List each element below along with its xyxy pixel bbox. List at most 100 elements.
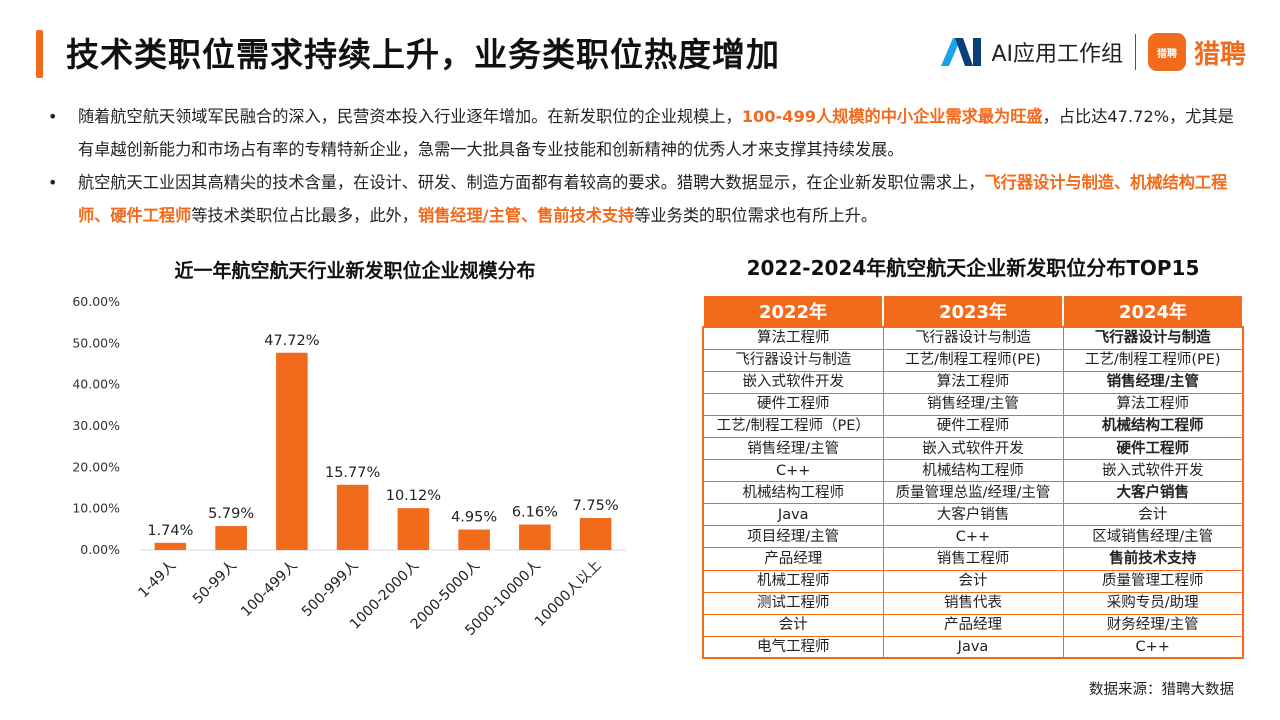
y-tick-label: 10.00% — [72, 501, 120, 516]
table-cell: 机械结构工程师 — [1062, 414, 1244, 438]
logo-area: AI应用工作组 猎聘 猎聘 — [939, 30, 1246, 74]
table-cell: 算法工程师 — [882, 370, 1064, 394]
table-cell: 项目经理/主管 — [702, 525, 884, 549]
bar — [519, 524, 551, 550]
bar-value-label: 6.16% — [512, 505, 558, 521]
ai-group-logo: AI应用工作组 — [939, 36, 1123, 68]
table-cell: 飞行器设计与制造 — [702, 348, 884, 372]
table-cell: 质量管理总监/经理/主管 — [882, 481, 1064, 505]
table-row: 飞行器设计与制造 工艺/制程工程师(PE) 工艺/制程工程师(PE) — [702, 348, 1244, 372]
table-body: 算法工程师 飞行器设计与制造 飞行器设计与制造 飞行器设计与制造 工艺/制程工程师(PE… — [702, 326, 1244, 659]
table-cell: 会计 — [882, 569, 1064, 593]
table-row: 嵌入式软件开发 算法工程师 销售经理/主管 — [702, 370, 1244, 394]
table-cell: 工艺/制程工程师（PE） — [702, 414, 884, 438]
table-title: 2022-2024年航空航天企业新发职位分布TOP15 — [746, 256, 1200, 280]
table-row: 产品经理 销售工程师 售前技术支持 — [702, 547, 1244, 571]
table-row: C++ 机械结构工程师 嵌入式软件开发 — [702, 459, 1244, 483]
bar-value-label: 10.12% — [386, 488, 441, 504]
table-cell: 算法工程师 — [702, 326, 884, 350]
bar — [579, 517, 612, 550]
table-header-2023: 2023年 — [882, 294, 1064, 328]
table-cell: 会计 — [1062, 503, 1244, 527]
bar-value-label: 47.72% — [264, 333, 319, 349]
table-cell: Java — [882, 635, 1064, 659]
table-header-row: 2022年 2023年 2024年 — [702, 294, 1244, 328]
bullet-1-highlight: 100-499人规模的中小企业需求最为旺盛 — [741, 107, 1043, 126]
table-cell: 销售代表 — [882, 591, 1064, 615]
ai-logo-icon — [941, 38, 982, 66]
table-row: 机械工程师 会计 质量管理工程师 — [702, 569, 1244, 593]
x-tick-label: 1-49人 — [136, 558, 180, 602]
bullet-1-text: 随着航空航天领域军民融合的深入，民营资本投入行业逐年增加。在新发职位的企业规模上… — [78, 107, 742, 126]
table-cell: 飞行器设计与制造 — [1062, 326, 1244, 350]
bullet-1-text-2: ，占比达47.72%，尤其是有卓越创新能力和市场占有率的专精特新企业，急需一大批… — [78, 107, 1234, 159]
bullet-list: • 随着航空航天领域军民融合的深入，民营资本投入行业逐年增加。在新发职位的企业规… — [48, 100, 1248, 232]
bar-value-label: 4.95% — [451, 510, 497, 526]
table-cell: C++ — [702, 459, 884, 483]
table-cell: C++ — [882, 525, 1064, 549]
table-cell: 电气工程师 — [702, 635, 884, 659]
x-tick-label: 500-999人 — [299, 558, 362, 621]
table-cell: 采购专员/助理 — [1062, 591, 1244, 615]
table-row: 测试工程师 销售代表 采购专员/助理 — [702, 591, 1244, 615]
table-cell: 工艺/制程工程师(PE) — [882, 348, 1064, 372]
table-cell: 嵌入式软件开发 — [702, 370, 884, 394]
y-tick-label: 40.00% — [72, 377, 120, 392]
table-row: 硬件工程师 销售经理/主管 算法工程师 — [702, 392, 1244, 416]
liepin-name: 猎聘 — [1193, 39, 1246, 70]
y-tick-label: 60.00% — [72, 294, 120, 309]
bar-chart: 0.00% 10.00% 20.00% 30.00% 40.00% 50.00% 60.00… — [72, 294, 626, 639]
bullet-2-text-2: 等技术类职位占比最多，此外， — [191, 206, 418, 225]
y-tick-label: 0.00% — [80, 542, 120, 557]
table-cell: 售前技术支持 — [1062, 547, 1244, 571]
bar — [154, 542, 187, 550]
ai-group-name: AI应用工作组 — [991, 42, 1123, 67]
top15-table: 2022年 2023年 2024年 算法工程师 飞行器设计与制造 飞行器设计与制造飞… — [702, 294, 1244, 660]
title-accent-bar — [36, 30, 43, 78]
chart-title: 近一年航空航天行业新发职位企业规模分布 — [174, 260, 536, 282]
table-cell: 质量管理工程师 — [1062, 569, 1244, 593]
table-cell: 会计 — [702, 613, 884, 637]
table-row: 算法工程师 飞行器设计与制造 飞行器设计与制造 — [702, 326, 1244, 350]
table-cell: 硬件工程师 — [882, 414, 1064, 438]
table-cell: 财务经理/主管 — [1062, 613, 1244, 637]
data-source: 数据来源：猎聘大数据 — [1089, 682, 1234, 698]
table-header-2024: 2024年 — [1062, 294, 1244, 328]
y-tick-label: 50.00% — [72, 335, 120, 350]
table-row: 机械结构工程师 质量管理总监/经理/主管 大客户销售 — [702, 481, 1244, 505]
table-cell: 销售经理/主管 — [1062, 370, 1244, 394]
bar — [276, 352, 308, 550]
table-cell: 飞行器设计与制造 — [882, 326, 1064, 350]
bullet-2-highlight-1: 飞行器设计与制造、机械结构工程师、硬件工程师 — [78, 173, 1228, 225]
bar — [397, 508, 430, 550]
table-row: 电气工程师 Java C++ — [702, 635, 1244, 659]
bar — [215, 526, 247, 550]
bullet-2-text: 航空航天工业因其高精尖的技术含量，在设计、研发、制造方面都有着较高的要求。猎聘大… — [78, 173, 985, 192]
bar-value-label: 5.79% — [208, 506, 254, 522]
bullet-dot-icon: • — [48, 173, 58, 192]
bar-value-label: 15.77% — [325, 465, 380, 481]
table-cell: 测试工程师 — [702, 591, 884, 615]
table-cell: Java — [702, 503, 884, 527]
table-cell: 销售工程师 — [882, 547, 1064, 571]
x-tick-label: 100-499人 — [238, 558, 301, 621]
liepin-badge-text: 猎聘 — [1156, 48, 1177, 60]
table-cell: 产品经理 — [882, 613, 1064, 637]
table-cell: 销售经理/主管 — [882, 392, 1064, 416]
table-cell: 机械工程师 — [702, 569, 884, 593]
table-cell: 嵌入式软件开发 — [1062, 459, 1244, 483]
bar-value-label: 1.74% — [147, 523, 193, 539]
table-cell: 算法工程师 — [1062, 392, 1244, 416]
x-tick-label: 50-99人 — [190, 558, 240, 608]
table-cell: 区域销售经理/主管 — [1062, 525, 1244, 549]
table-cell: 工艺/制程工程师(PE) — [1062, 348, 1244, 372]
table-row: 工艺/制程工程师（PE） 硬件工程师 机械结构工程师 — [702, 414, 1244, 438]
y-tick-label: 30.00% — [72, 418, 120, 433]
bullet-item-1: • 随着航空航天领域军民融合的深入，民营资本投入行业逐年增加。在新发职位的企业规… — [48, 100, 1248, 166]
bar — [458, 529, 490, 550]
bar — [336, 484, 369, 550]
table-cell: C++ — [1062, 635, 1244, 659]
table-row: 项目经理/主管 C++ 区域销售经理/主管 — [702, 525, 1244, 549]
table-cell: 机械结构工程师 — [702, 481, 884, 505]
bullet-2-text-3: 等业务类的职位需求也有所上升。 — [634, 206, 878, 225]
